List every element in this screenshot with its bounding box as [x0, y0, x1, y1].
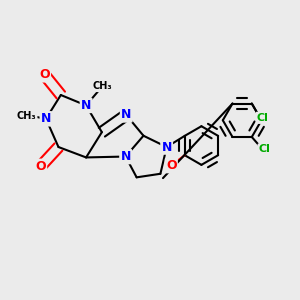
Text: O: O: [39, 68, 50, 81]
Text: CH₃: CH₃: [93, 81, 112, 91]
Text: O: O: [166, 159, 177, 172]
Text: N: N: [120, 150, 131, 163]
Text: N: N: [81, 99, 91, 112]
Text: O: O: [35, 160, 46, 173]
Text: N: N: [161, 140, 172, 154]
Text: N: N: [121, 108, 131, 122]
Text: CH₃: CH₃: [17, 111, 37, 121]
Text: Cl: Cl: [259, 145, 271, 154]
Text: Cl: Cl: [257, 113, 269, 123]
Text: N: N: [41, 112, 51, 125]
